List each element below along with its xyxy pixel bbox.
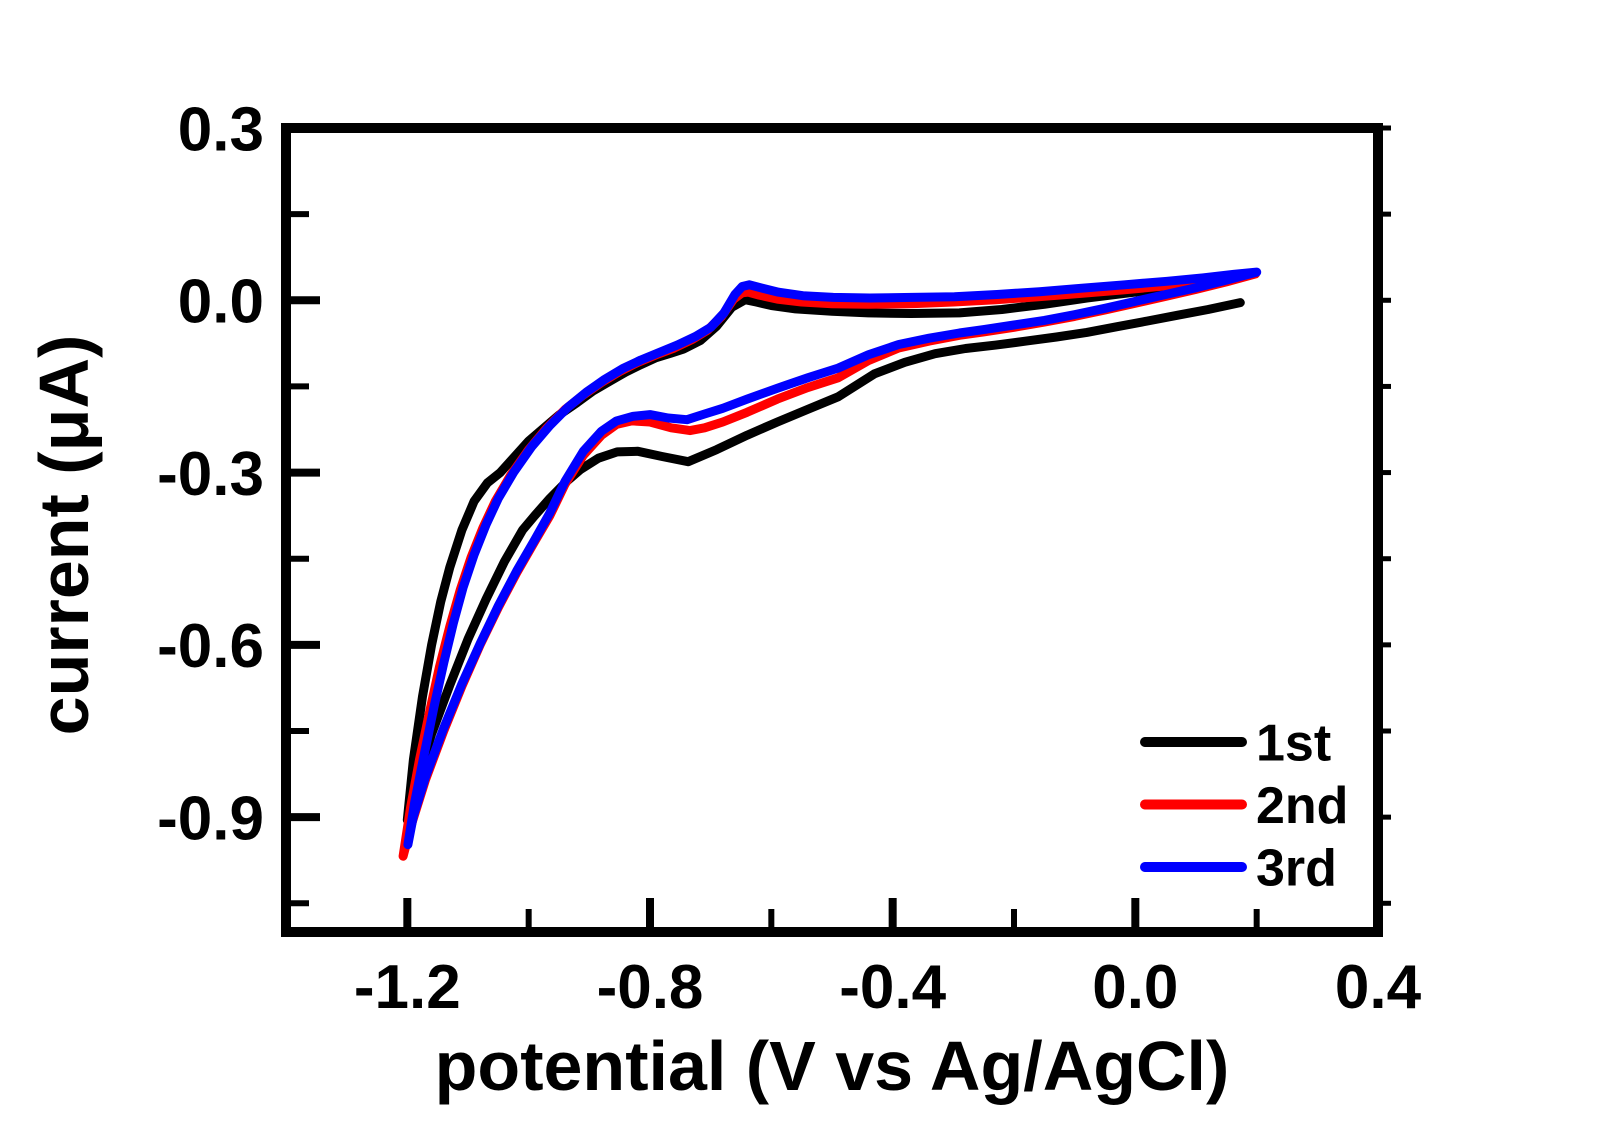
legend-label-1st: 1st [1256,715,1331,773]
plot-border [281,123,1383,937]
x-axis-title: potential (V vs Ag/AgCl) [435,1027,1230,1105]
cv-curve-2nd [398,269,1260,861]
plot-frame [281,123,1383,937]
legend-label-3rd: 3rd [1256,840,1337,898]
y-tick-label: 0.3 [178,95,264,164]
cv-curve-3rd [403,267,1262,850]
cv-curves [398,267,1262,861]
cv-curve-1st [402,274,1245,825]
x-tick-label: 0.4 [1335,953,1422,1022]
y-axis-title: current (μA) [25,335,103,736]
y-tick-label: -0.3 [157,440,264,509]
x-tick-label: 0.0 [1092,953,1178,1022]
legend-label-2nd: 2nd [1256,777,1348,835]
x-tick-label: -1.2 [354,953,461,1022]
y-tick-label: 0.0 [178,268,264,337]
axis-ticks [291,124,1391,927]
axis-tick-labels: -1.2 -0.8 -0.4 0.0 0.4 0.3 0.0 -0.3 -0.6 -0.9 [157,95,1421,1022]
x-tick-label: -0.8 [597,953,704,1022]
y-tick-label: -0.6 [157,612,264,681]
x-tick-label: -0.4 [839,953,946,1022]
y-tick-label: -0.9 [157,784,264,853]
